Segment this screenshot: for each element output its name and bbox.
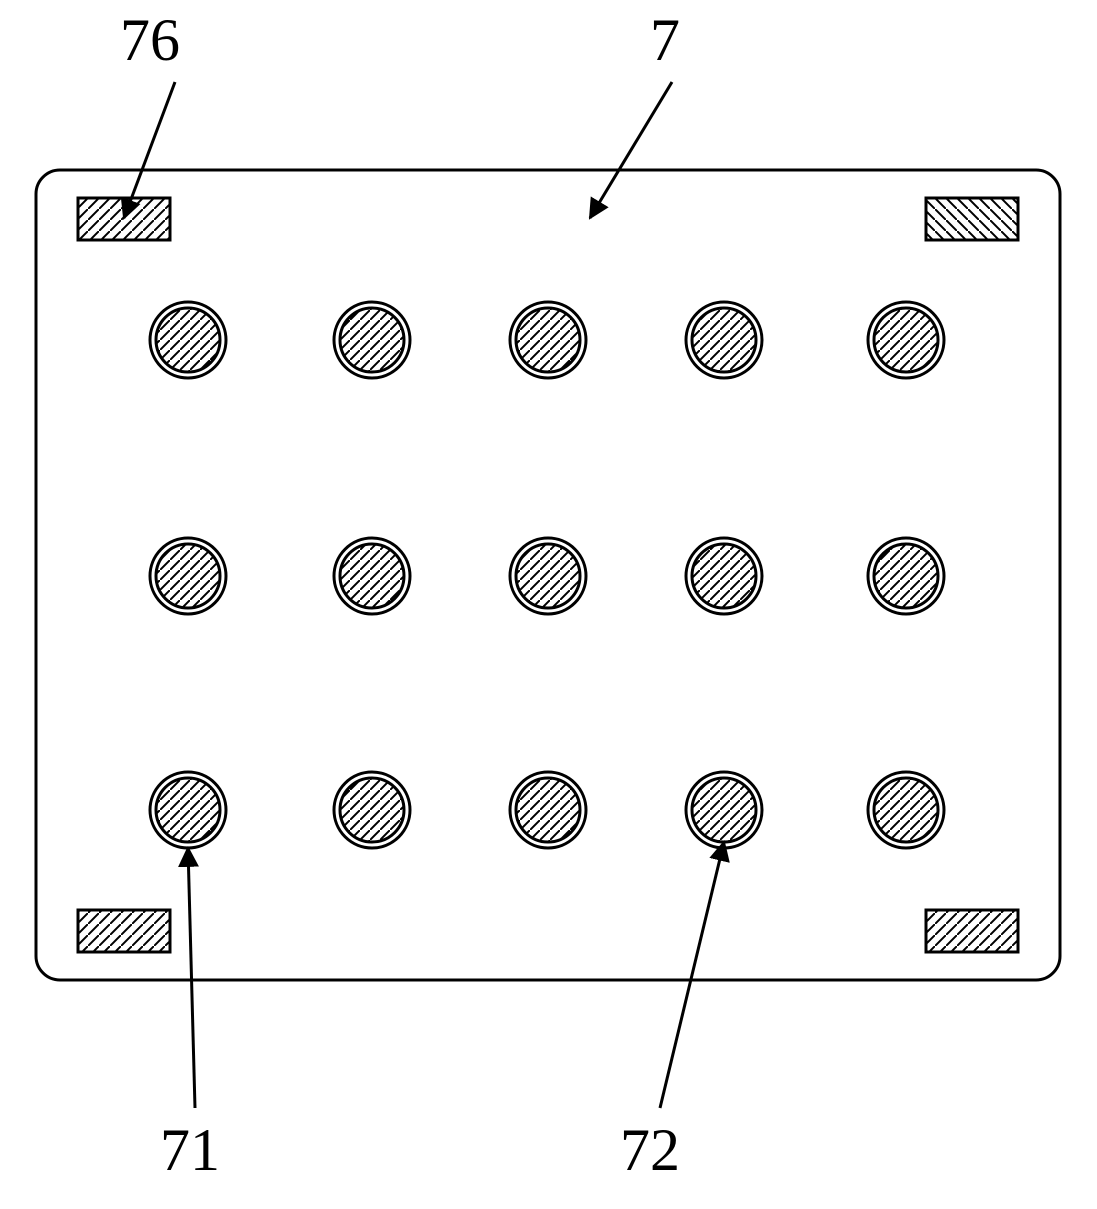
- corner-block: [926, 910, 1018, 952]
- pin: [150, 302, 226, 378]
- pin: [510, 538, 586, 614]
- pin: [686, 772, 762, 848]
- corner-block: [78, 198, 170, 240]
- pin: [334, 772, 410, 848]
- pin: [686, 302, 762, 378]
- pin: [510, 302, 586, 378]
- pin: [150, 538, 226, 614]
- pin: [868, 538, 944, 614]
- pin: [334, 302, 410, 378]
- pin: [686, 538, 762, 614]
- pin: [150, 772, 226, 848]
- ref-label: 72: [620, 1117, 680, 1183]
- pin: [510, 772, 586, 848]
- pin: [868, 772, 944, 848]
- pin: [868, 302, 944, 378]
- corner-block: [926, 198, 1018, 240]
- corner-block: [78, 910, 170, 952]
- ref-label: 7: [650, 7, 680, 73]
- pin: [334, 538, 410, 614]
- patent-figure: 76 7 71 72: [0, 0, 1097, 1209]
- ref-label: 71: [160, 1117, 220, 1183]
- ref-label: 76: [120, 7, 180, 73]
